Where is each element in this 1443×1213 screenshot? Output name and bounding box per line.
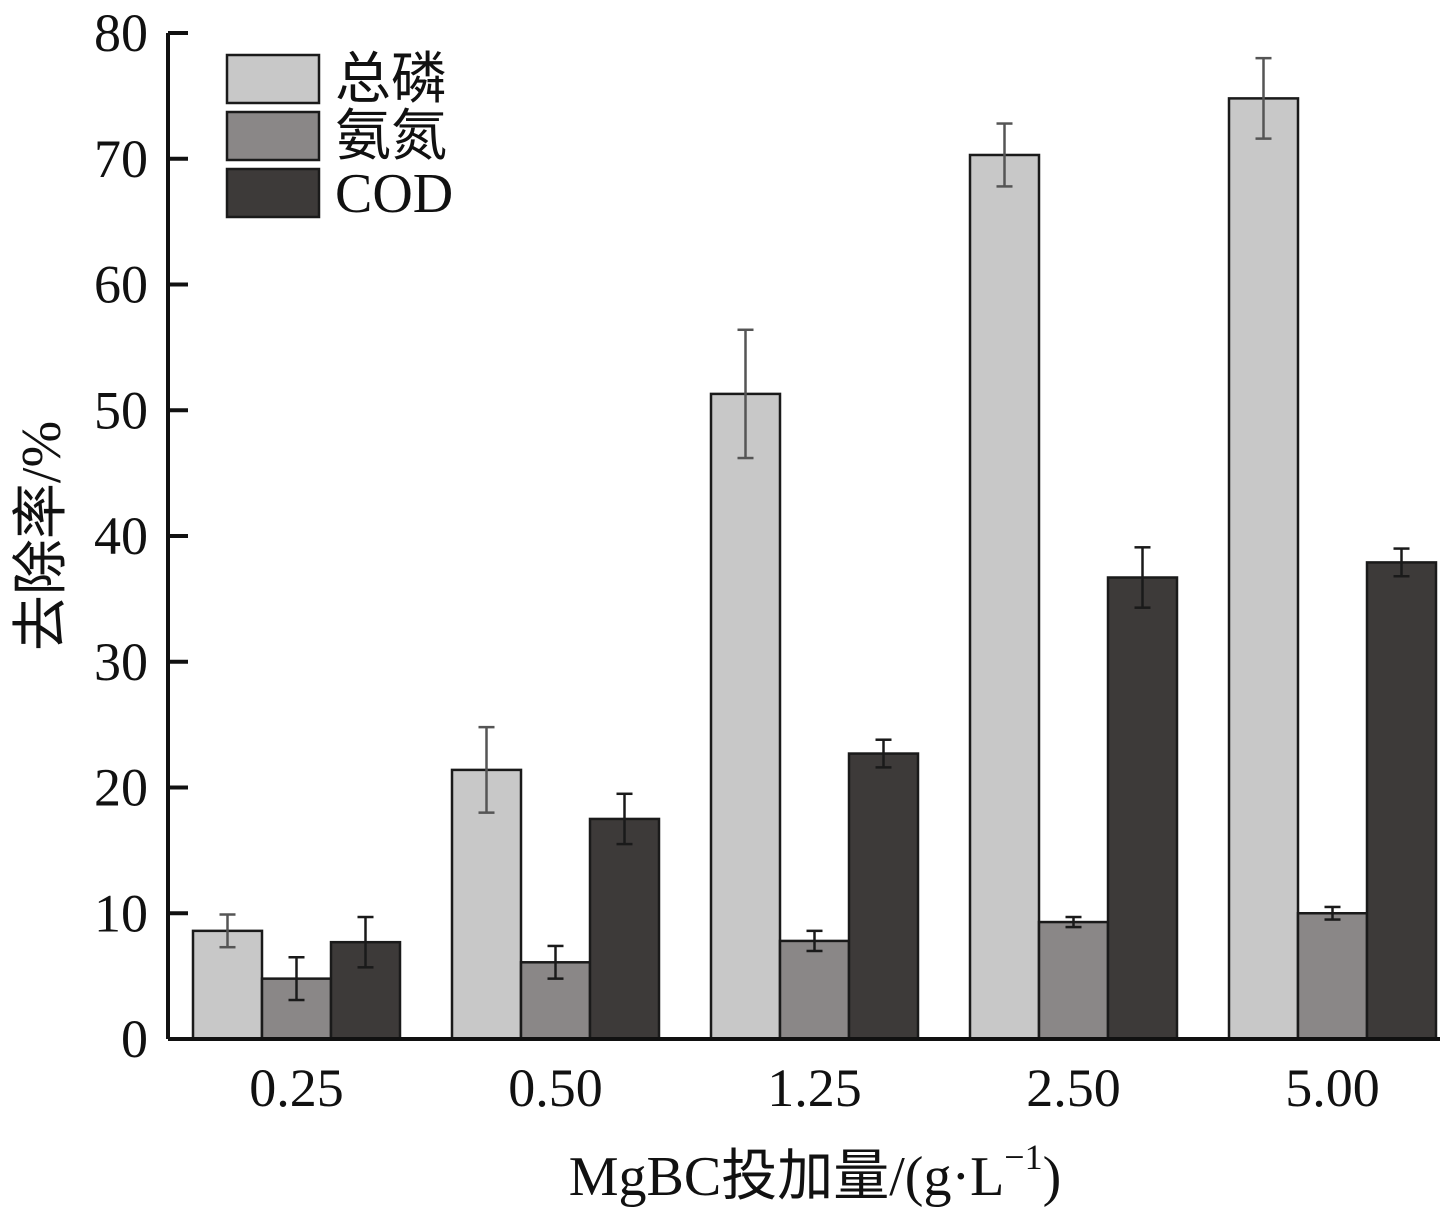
bar-series-2-1 — [588, 817, 661, 1041]
y-tick-label-3: 30 — [94, 632, 148, 692]
legend-label-1: 氨氮 — [335, 106, 447, 168]
bar-series-2-4 — [1365, 561, 1438, 1041]
legend-swatch-1 — [225, 110, 321, 162]
legend-label-2: COD — [335, 163, 453, 225]
y-axis-label: 去除率/% — [11, 421, 73, 651]
error-bars-layer — [219, 56, 1410, 1002]
x-tick-label-1: 0.50 — [508, 1058, 603, 1118]
y-tick-label-7: 70 — [94, 129, 148, 189]
bar-series-0-2 — [709, 392, 782, 1041]
y-tick-label-6: 60 — [94, 255, 148, 315]
bar-series-2-2 — [847, 752, 920, 1041]
x-axis-label: MgBC投加量/(g·L−1) — [569, 1137, 1062, 1208]
y-tick-label-1: 10 — [94, 883, 148, 943]
y-tick-label-4: 40 — [94, 506, 148, 566]
bar-series-1-4 — [1296, 912, 1369, 1041]
y-tick-label-0: 0 — [121, 1009, 148, 1069]
y-tick-label-5: 50 — [94, 380, 148, 440]
legend-label-0: 总磷 — [335, 49, 447, 111]
bar-series-0-4 — [1227, 97, 1300, 1041]
bar-series-0-3 — [968, 153, 1041, 1041]
bar-series-0-0 — [191, 929, 264, 1041]
x-tick-label-4: 5.00 — [1285, 1058, 1380, 1118]
y-tick-label-2: 20 — [94, 758, 148, 818]
legend-swatch-0 — [225, 53, 321, 105]
x-tick-label-2: 1.25 — [767, 1058, 862, 1118]
x-tick-label-0: 0.25 — [249, 1058, 344, 1118]
bars-layer — [191, 97, 1438, 1041]
bar-series-2-3 — [1106, 576, 1179, 1041]
bar-series-1-2 — [778, 939, 851, 1041]
x-tick-label-3: 2.50 — [1026, 1058, 1121, 1118]
y-tick-label-8: 80 — [94, 3, 148, 63]
legend-swatch-2 — [225, 167, 321, 219]
bar-series-0-1 — [450, 768, 523, 1041]
bar-series-1-3 — [1037, 920, 1110, 1041]
axes-layer: 0.25 0.50 1.25 2.50 5.00 0 10 20 30 40 50 60 70 80 — [94, 3, 1440, 1118]
